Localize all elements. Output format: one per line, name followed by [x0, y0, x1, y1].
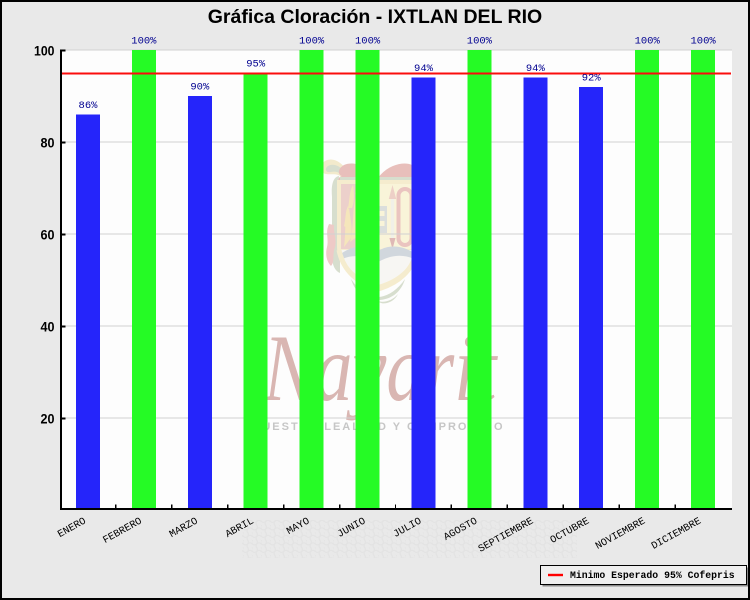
svg-text:90%: 90%: [190, 82, 210, 94]
svg-text:94%: 94%: [414, 63, 434, 75]
svg-text:Nayarit: Nayarit: [263, 315, 499, 421]
svg-text:94%: 94%: [526, 63, 546, 75]
svg-text:20: 20: [41, 410, 55, 426]
svg-text:86%: 86%: [79, 100, 99, 112]
svg-text:40: 40: [41, 318, 55, 334]
svg-text:60: 60: [41, 226, 55, 242]
svg-text:Gráfica Cloración - IXTLAN DEL: Gráfica Cloración - IXTLAN DEL RIO: [208, 6, 542, 28]
svg-text:92%: 92%: [582, 72, 602, 84]
svg-text:100%: 100%: [131, 36, 157, 48]
svg-text:100%: 100%: [299, 36, 325, 48]
svg-text:95%: 95%: [246, 59, 266, 71]
svg-text:Minimo Esperado 95% Cofepris: Minimo Esperado 95% Cofepris: [570, 570, 735, 581]
svg-text:100%: 100%: [467, 36, 493, 48]
svg-text:100%: 100%: [635, 36, 661, 48]
svg-text:100%: 100%: [690, 36, 716, 48]
svg-text:100: 100: [34, 42, 55, 58]
svg-text:80: 80: [41, 134, 55, 150]
svg-text:100%: 100%: [355, 36, 381, 48]
